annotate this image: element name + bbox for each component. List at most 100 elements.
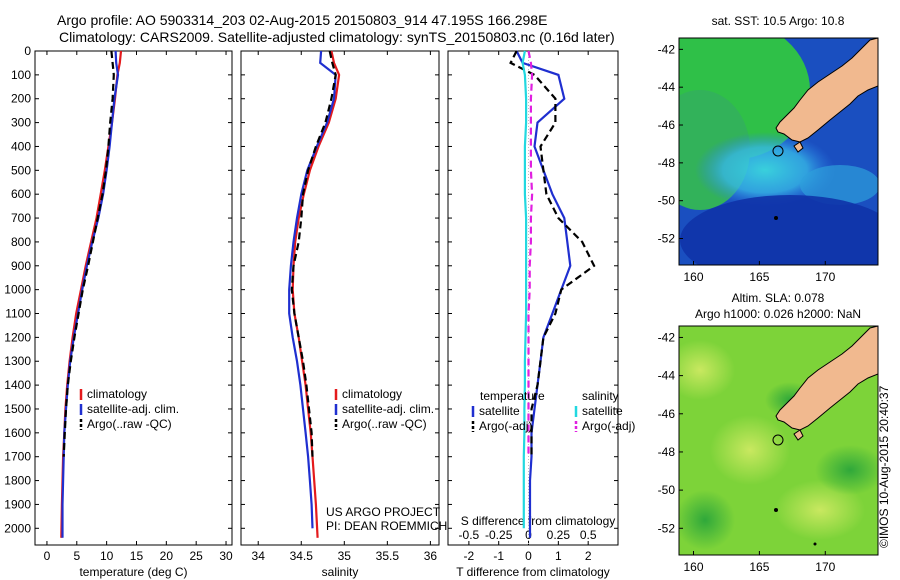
lat-tick-label: -48 (658, 445, 676, 459)
y-tick-label: 600 (11, 187, 31, 201)
sst-stewart-island (793, 141, 804, 153)
y-tick-label: 1600 (4, 426, 31, 440)
lon-tick-label: 170 (815, 560, 835, 574)
s-tick-label: 0.25 (547, 528, 571, 542)
series-line-satellite-salinity (521, 50, 528, 529)
lat-tick-label: -42 (658, 42, 676, 56)
x-tick-label: 0 (44, 549, 51, 563)
y-tick-label: 1900 (4, 497, 31, 511)
series-line-satellite-temperature (515, 50, 572, 538)
sst-island-dot (774, 216, 778, 220)
sst-cool-water-south (680, 195, 878, 265)
sla-low-region-2 (679, 490, 735, 550)
sla-map-frame (678, 325, 879, 556)
series-line-argo-raw-qc- (290, 50, 337, 457)
s-tick-label: 0.5 (580, 528, 597, 542)
sla-high-region-2 (710, 415, 790, 485)
y-tick-label: 1500 (4, 402, 31, 416)
sst-new-zealand-land (775, 38, 878, 143)
y-tick-label: 1700 (4, 450, 31, 464)
x-axis-label: salinity (322, 565, 359, 579)
legend-label: satellite-adj. clim. (87, 402, 179, 416)
lat-tick-label: -48 (658, 156, 676, 170)
series-line-argo-raw-qc- (62, 50, 115, 457)
x-tick-label: 34 (252, 549, 266, 563)
s-tick-label: 0 (525, 528, 532, 542)
x-tick-label: 34.5 (290, 549, 314, 563)
legend-label: climatology (342, 387, 402, 401)
y-tick-label: 2000 (4, 521, 31, 535)
sst-map-title: sat. SST: 10.5 Argo: 10.8 (712, 14, 845, 28)
x-tick-label: 36 (424, 549, 438, 563)
lon-tick-label: 170 (815, 270, 835, 284)
header-title-line2: Climatology: CARS2009. Satellite-adjuste… (59, 29, 615, 45)
lat-tick-label: -42 (658, 330, 676, 344)
lat-tick-label: -50 (658, 194, 676, 208)
plot-frame (34, 50, 233, 546)
lat-tick-label: -46 (658, 118, 676, 132)
sst-argo-float-marker (772, 145, 784, 157)
sla-low-region-1 (815, 445, 878, 495)
sla-high-region-1 (679, 340, 735, 400)
x-tick-label: 25 (190, 549, 204, 563)
imos-timestamp: ©IMOS 10-Aug-2015 20:40:37 (877, 385, 891, 548)
x-tick-label: 1 (555, 549, 562, 563)
y-tick-label: 100 (11, 68, 31, 82)
temperature-profile-panel: 0 5 10 15 20 25 30 temperature (deg C) 0 100 200 30… (4, 44, 233, 579)
x-tick-label: -1 (493, 549, 504, 563)
header-title-line1: Argo profile: AO 5903314_203 02-Aug-2015… (57, 12, 547, 28)
sst-map: sat. SST: 10.5 Argo: 10.8 -42 -44 -46 -48 -5… (658, 14, 879, 284)
sla-new-zealand-land (775, 326, 878, 431)
series-line-argo-adj--temperature (509, 50, 596, 457)
y-tick-label: 1300 (4, 354, 31, 368)
lat-tick-label: -50 (658, 483, 676, 497)
legend-label: Argo(-adj) (479, 419, 532, 433)
y-tick-label: 300 (11, 116, 31, 130)
legend-label: Argo(..raw -QC) (342, 417, 427, 431)
x-tick-label: 10 (100, 549, 114, 563)
lat-tick-label: -52 (658, 521, 676, 535)
y-tick-label: 400 (11, 139, 31, 153)
x-axis-label: temperature (deg C) (79, 565, 187, 579)
legend-label: climatology (87, 387, 147, 401)
x-tick-label: 20 (160, 549, 174, 563)
y-tick-label: 1400 (4, 378, 31, 392)
x-axis-label: T difference from climatology (456, 565, 610, 579)
sst-map-frame (678, 37, 879, 266)
plot-frame (447, 50, 619, 546)
legend-label: satellite (582, 404, 623, 418)
lon-tick-label: 160 (683, 270, 703, 284)
sla-high-region-3 (775, 480, 865, 540)
legend-label: satellite (479, 404, 520, 418)
s-tick-label: -0.5 (459, 528, 480, 542)
sla-stewart-island (793, 429, 804, 441)
sla-island-dot (774, 508, 778, 512)
sla-argo-float-marker (772, 434, 784, 446)
x-tick-label: 15 (130, 549, 144, 563)
y-tick-label: 1100 (5, 307, 31, 321)
y-tick-label: 700 (11, 211, 31, 225)
y-tick-label: 0 (24, 44, 31, 58)
y-tick-label: 1200 (4, 330, 31, 344)
legend-label: Argo(..raw -QC) (87, 417, 172, 431)
x-tick-label: 5 (73, 549, 80, 563)
sla-map: Altim. SLA: 0.078 Argo h1000: 0.026 h200… (658, 291, 879, 574)
y-tick-label: 900 (11, 259, 31, 273)
lat-tick-label: -46 (658, 407, 676, 421)
legend-label: satellite-adj. clim. (342, 402, 434, 416)
sla-island-dot-2 (813, 542, 817, 546)
x-tick-label: 2 (585, 549, 592, 563)
difference-profile-panel: -2 -1 0 1 2 T difference from climatology -0.5… (447, 50, 635, 579)
x-tick-label: 0 (525, 549, 532, 563)
legend-header-salinity: salinity (582, 389, 619, 403)
s-axis-label: S difference from climatology (461, 514, 616, 528)
legend-header-temperature: temperature (480, 389, 545, 403)
x-tick-label: 35.5 (376, 549, 400, 563)
project-label: US ARGO PROJECT (326, 505, 441, 519)
s-tick-label: -0.25 (485, 528, 513, 542)
y-tick-label: 800 (11, 235, 31, 249)
y-tick-label: 1800 (4, 474, 31, 488)
x-tick-label: 30 (219, 549, 233, 563)
y-tick-label: 1000 (4, 283, 31, 297)
y-tick-label: 500 (11, 163, 31, 177)
